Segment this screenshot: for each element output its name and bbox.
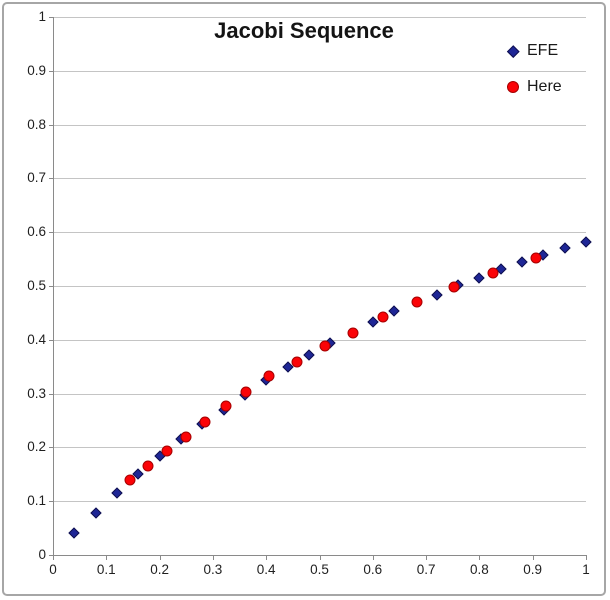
here-point xyxy=(291,356,303,368)
y-tick-label: 0.1 xyxy=(27,493,46,509)
here-point xyxy=(347,327,359,339)
gridline xyxy=(53,447,586,449)
here-point xyxy=(319,340,331,352)
x-tick-label: 0 xyxy=(49,562,57,577)
y-tick-mark xyxy=(49,232,53,234)
x-tick-label: 0.4 xyxy=(256,562,276,577)
x-tick-label: 0.1 xyxy=(96,562,116,577)
x-tick-label: 0.5 xyxy=(310,562,329,577)
gridline xyxy=(53,17,586,18)
x-tick-label: 0.9 xyxy=(523,562,543,577)
y-tick-label: 1 xyxy=(38,9,46,24)
y-tick-mark xyxy=(49,447,53,449)
here-point xyxy=(377,311,389,323)
y-tick-label: 0.8 xyxy=(27,116,46,132)
y-tick-label: 0.7 xyxy=(27,170,46,186)
here-point xyxy=(161,445,173,457)
gridline xyxy=(53,393,586,395)
x-tick-mark xyxy=(586,556,587,560)
gridline xyxy=(53,339,586,341)
y-tick-mark xyxy=(49,124,53,126)
legend-label: Here xyxy=(527,78,562,95)
x-tick-mark xyxy=(319,556,321,560)
gridline xyxy=(53,124,586,126)
y-tick-label: 0.2 xyxy=(27,439,46,455)
y-tick-label: 0.9 xyxy=(27,62,46,78)
legend-item-efe: EFE xyxy=(506,39,559,63)
here-point xyxy=(124,474,136,486)
here-point xyxy=(487,267,499,279)
gridline xyxy=(53,70,586,72)
y-tick-label: 0.6 xyxy=(27,224,46,240)
circle-marker-icon xyxy=(507,81,519,93)
x-tick-mark xyxy=(479,556,481,560)
legend-label: EFE xyxy=(527,42,559,59)
x-tick-mark xyxy=(212,556,214,560)
y-tick-label: 0 xyxy=(38,547,46,562)
x-tick-label: 0.6 xyxy=(363,562,383,577)
here-point xyxy=(448,281,460,293)
here-point xyxy=(530,252,542,264)
x-tick-mark xyxy=(53,556,54,560)
y-tick-mark xyxy=(49,17,53,18)
here-point xyxy=(411,296,422,308)
x-tick-mark xyxy=(266,556,268,560)
gridline xyxy=(53,501,586,503)
here-point xyxy=(220,400,232,412)
chart-title: Jacobi Sequence xyxy=(214,18,394,43)
y-tick-mark xyxy=(49,286,53,287)
here-point xyxy=(142,460,154,472)
y-tick-mark xyxy=(49,555,53,556)
x-tick-mark xyxy=(159,556,161,560)
y-tick-mark xyxy=(49,393,53,395)
gridline xyxy=(53,232,586,234)
x-tick-mark xyxy=(532,556,534,560)
y-tick-label: 0.5 xyxy=(27,278,46,293)
legend: EFE Here xyxy=(4,4,604,594)
x-axis-line xyxy=(53,555,587,556)
x-tick-label: 0.3 xyxy=(203,562,223,577)
diamond-marker-icon xyxy=(506,44,520,58)
here-point xyxy=(180,431,192,443)
here-point xyxy=(263,370,275,382)
x-tick-label: 1 xyxy=(582,562,590,577)
x-tick-label: 0.7 xyxy=(416,562,436,577)
y-tick-mark xyxy=(49,501,53,503)
y-tick-label: 0.3 xyxy=(27,385,46,401)
x-tick-mark xyxy=(426,556,428,560)
x-tick-mark xyxy=(106,556,108,560)
y-tick-mark xyxy=(49,178,53,180)
here-point xyxy=(199,416,211,428)
x-tick-label: 0.2 xyxy=(150,562,169,577)
here-point xyxy=(240,386,252,398)
x-tick-label: 0.8 xyxy=(470,562,489,577)
x-tick-mark xyxy=(372,556,374,560)
plot-area: 0 0.1 0.2 0.3 0.4 0.5 0.6 0.7 0.8 0.9 1 0 0.1 0.2 0.3 0… xyxy=(4,4,604,594)
y-tick-label: 0.4 xyxy=(27,331,46,347)
y-tick-mark xyxy=(49,70,53,72)
gridline xyxy=(53,286,586,287)
y-tick-mark xyxy=(49,339,53,341)
gridline xyxy=(53,178,586,180)
legend-item-here: Here xyxy=(507,75,562,99)
y-axis-line xyxy=(53,17,54,556)
